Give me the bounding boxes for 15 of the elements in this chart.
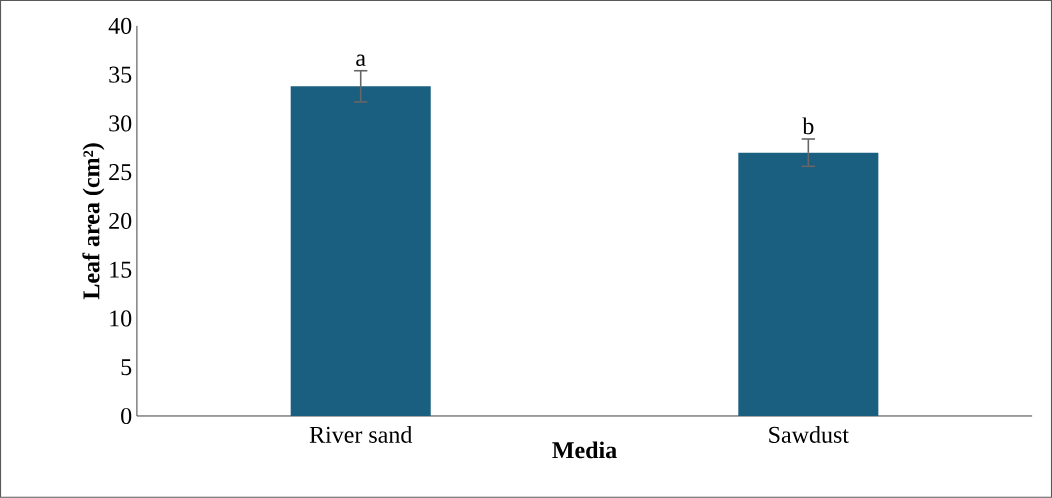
y-tick-label: 15 xyxy=(110,261,132,278)
y-tick-label: 40 xyxy=(108,17,132,35)
y-tick-label: 0 xyxy=(121,407,132,425)
annotation: a xyxy=(356,54,366,67)
y-tick-label: 30 xyxy=(109,115,132,132)
x-tick-label: River sand xyxy=(309,426,413,443)
y-axis-title: Leaf area (cm²) xyxy=(82,143,105,300)
x-axis-title: Media xyxy=(552,441,617,459)
y-tick-label: 35 xyxy=(109,66,132,83)
y-tick-label: 20 xyxy=(109,212,132,230)
annotation: b xyxy=(802,117,814,135)
y-tick-label: 5 xyxy=(121,359,132,376)
x-tick-label: Sawdust xyxy=(769,426,849,443)
y-tick-label: 10 xyxy=(110,310,132,327)
y-tick-label: 25 xyxy=(109,164,132,181)
